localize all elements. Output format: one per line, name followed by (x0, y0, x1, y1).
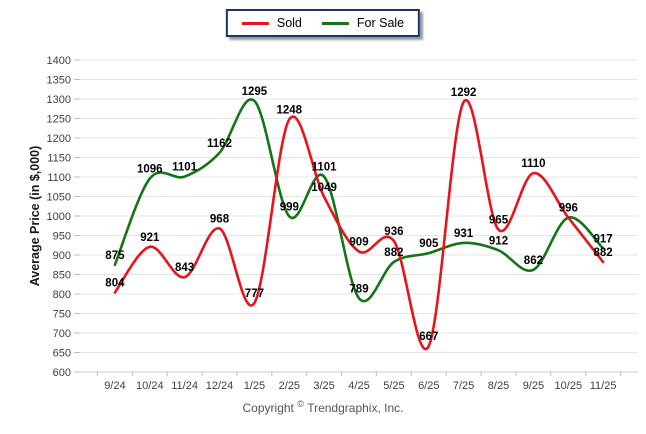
y-axis-tick-label: 900 (53, 250, 71, 262)
y-axis-tick-label: 700 (53, 328, 71, 340)
data-label-for-sale: 882 (384, 247, 403, 259)
y-axis-tick-label: 1050 (47, 192, 71, 204)
data-label-for-sale: 905 (419, 238, 439, 250)
x-axis-tick-label: 12/24 (206, 380, 234, 392)
data-label-sold: 882 (594, 247, 613, 259)
y-axis-tick-label: 850 (53, 270, 71, 282)
x-axis-tick-label: 1/25 (244, 380, 265, 392)
x-axis-tick-label: 11/24 (171, 380, 198, 392)
y-axis-tick-label: 1200 (47, 133, 71, 145)
data-label-for-sale: 1162 (207, 138, 232, 150)
y-axis-tick-label: 1250 (47, 114, 71, 126)
data-label-for-sale: 1295 (242, 86, 268, 98)
x-axis-tick-label: 3/25 (313, 380, 334, 392)
legend-label-for-sale: For Sale (356, 16, 405, 30)
data-label-sold: 909 (349, 237, 368, 249)
x-axis-tick-label: 10/24 (136, 380, 164, 392)
data-label-sold: 1049 (311, 182, 337, 194)
x-axis-tick-label: 7/25 (453, 380, 474, 392)
for-sale-line (113, 98, 605, 303)
y-axis-tick-label: 1300 (47, 94, 71, 106)
data-label-sold: 1292 (451, 87, 477, 99)
sold-line-swatch (241, 21, 269, 25)
data-label-for-sale: 996 (559, 203, 578, 215)
y-axis-tick-label: 950 (53, 231, 71, 243)
y-axis-tick-label: 800 (53, 289, 71, 301)
y-axis-tick-label: 1400 (47, 55, 71, 67)
x-axis-tick-label: 5/25 (383, 380, 404, 392)
copyright-symbol: © (297, 399, 304, 409)
data-label-for-sale: 1101 (312, 162, 338, 174)
data-label-sold: 667 (419, 331, 438, 343)
for-sale-line-swatch (321, 21, 349, 25)
copyright-company: Trendgraphix, Inc. (307, 401, 404, 415)
data-label-for-sale: 1096 (137, 164, 163, 176)
y-axis-tick-label: 1100 (47, 172, 71, 184)
y-axis-tick-label: 600 (53, 367, 71, 379)
data-label-for-sale: 931 (454, 228, 474, 240)
data-label-for-sale: 912 (489, 235, 508, 247)
data-label-sold: 968 (210, 214, 230, 226)
data-label-for-sale: 862 (524, 255, 543, 267)
sold-line (113, 98, 605, 351)
y-axis-title: Average Price (in $,000) (28, 145, 42, 287)
data-label-for-sale: 875 (105, 250, 125, 262)
legend-label-sold: Sold (276, 16, 302, 30)
data-label-sold: 843 (175, 262, 194, 274)
x-axis-tick-label: 9/25 (523, 380, 544, 392)
y-axis-tick-label: 1350 (47, 75, 71, 87)
data-label-for-sale: 1101 (172, 162, 198, 174)
y-axis-tick-label: 650 (53, 348, 71, 360)
y-axis-tick-label: 750 (53, 309, 71, 321)
copyright-prefix: Copyright (242, 401, 294, 415)
x-axis-tick-label: 6/25 (418, 380, 439, 392)
legend-item-for-sale: For Sale (321, 16, 405, 30)
data-label-for-sale: 917 (594, 233, 613, 245)
x-axis-tick-label: 9/24 (104, 380, 125, 392)
legend-item-sold: Sold (241, 16, 302, 30)
data-label-sold: 777 (245, 288, 264, 300)
copyright-notice: Copyright © Trendgraphix, Inc. (0, 399, 646, 415)
data-label-for-sale: 789 (349, 283, 368, 295)
x-axis-tick-label: 8/25 (488, 380, 509, 392)
x-axis-tick-label: 4/25 (348, 380, 369, 392)
data-label-sold: 965 (489, 215, 509, 227)
y-axis-tick-label: 1000 (47, 211, 71, 223)
data-label-sold: 1248 (277, 104, 303, 116)
data-label-sold: 804 (105, 277, 125, 289)
y-axis-tick-label: 1150 (47, 153, 71, 165)
data-label-sold: 936 (384, 226, 403, 238)
data-label-sold: 1110 (521, 158, 545, 170)
data-label-for-sale: 999 (280, 201, 299, 213)
x-axis-tick-label: 2/25 (279, 380, 300, 392)
data-label-sold: 921 (140, 232, 160, 244)
x-axis-tick-label: 10/25 (555, 380, 583, 392)
x-axis-tick-label: 11/25 (590, 380, 617, 392)
chart-legend: Sold For Sale (225, 9, 421, 37)
